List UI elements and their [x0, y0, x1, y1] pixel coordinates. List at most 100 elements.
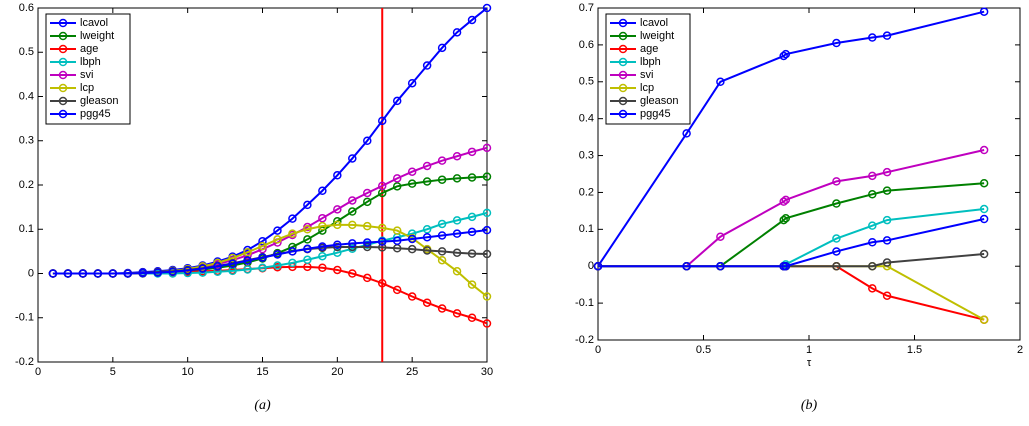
data-point: [273, 226, 282, 235]
data-point: [779, 51, 788, 61]
data-point: [108, 269, 118, 278]
legend-marker: [618, 18, 628, 28]
x-tick-label: 25: [406, 366, 418, 378]
data-point: [318, 251, 327, 261]
data-point: [407, 292, 417, 301]
x-tick-label: 0: [595, 344, 601, 356]
data-point: [781, 49, 791, 59]
data-point: [682, 261, 691, 271]
data-point: [593, 261, 603, 271]
y-tick-label: 0.5: [19, 46, 34, 58]
data-point: [303, 235, 312, 244]
legend-marker: [58, 83, 68, 93]
data-point: [868, 190, 877, 199]
legend-marker: [58, 70, 68, 80]
data-point: [979, 214, 989, 224]
data-point: [882, 291, 892, 300]
y-tick-label: 0.3: [579, 149, 594, 161]
data-point: [213, 262, 222, 271]
legend-marker: [618, 31, 628, 41]
data-point: [318, 213, 327, 223]
x-tick-label: 30: [481, 366, 493, 378]
legend-label: age: [80, 43, 98, 55]
data-point: [868, 171, 877, 181]
data-point: [407, 78, 417, 88]
y-tick-label: 0.1: [579, 223, 594, 235]
x-tick-label: 15: [256, 366, 268, 378]
data-point: [363, 238, 372, 247]
data-point: [482, 292, 492, 301]
caption: (b): [801, 398, 818, 413]
data-point: [333, 240, 342, 249]
data-point: [482, 249, 492, 259]
data-point: [452, 309, 462, 318]
legend-marker: [618, 70, 628, 80]
data-point: [467, 280, 477, 289]
data-point: [93, 269, 103, 278]
data-point: [333, 248, 342, 257]
data-point: [452, 267, 462, 276]
data-point: [318, 186, 327, 196]
data-point: [258, 236, 267, 246]
data-point: [363, 197, 372, 207]
data-point: [333, 171, 342, 180]
data-point: [779, 197, 788, 206]
y-tick-label: 0.3: [19, 135, 34, 147]
legend-marker: [618, 57, 628, 67]
data-point: [318, 221, 327, 231]
legend-label: age: [640, 43, 658, 55]
x-tick-label: 2: [1017, 344, 1023, 356]
data-point: [407, 234, 417, 244]
data-point: [437, 156, 447, 165]
x-tick-label: 1.5: [907, 344, 922, 356]
y-tick-label: 0.2: [19, 179, 34, 191]
data-point: [288, 258, 297, 268]
data-point: [273, 250, 282, 259]
legend: [45, 13, 131, 125]
data-point: [333, 265, 342, 275]
data-point: [392, 226, 402, 235]
data-point: [832, 234, 841, 243]
data-point: [781, 261, 791, 271]
data-point: [288, 229, 297, 238]
data-point: [979, 249, 989, 259]
data-point: [452, 229, 462, 238]
data-point: [779, 215, 788, 225]
data-point: [882, 236, 892, 245]
data-point: [123, 269, 133, 278]
data-point: [716, 77, 725, 87]
data-point: [422, 161, 432, 171]
data-point: [979, 315, 989, 324]
series-line: [598, 149, 985, 268]
y-tick-label: -0.2: [15, 356, 34, 368]
data-point: [437, 255, 447, 265]
data-point: [868, 284, 877, 293]
data-point: [716, 261, 725, 271]
data-point: [422, 298, 432, 307]
data-point: [392, 174, 402, 183]
y-tick-label: 0.1: [19, 223, 34, 235]
data-point: [273, 261, 282, 270]
y-tick-label: 0.4: [19, 90, 34, 102]
data-point: [482, 3, 492, 13]
x-tick-label: 10: [182, 366, 194, 378]
y-tick-label: 0: [588, 260, 594, 272]
data-point: [363, 188, 372, 198]
data-point: [882, 215, 892, 225]
data-point: [377, 243, 387, 252]
y-tick-label: 0.7: [579, 2, 594, 14]
data-point: [377, 223, 387, 233]
legend-label: lbph: [80, 56, 101, 68]
data-point: [437, 219, 447, 229]
data-point: [422, 225, 432, 234]
data-point: [363, 136, 372, 145]
data-point: [882, 167, 892, 177]
data-point: [363, 221, 372, 231]
data-point: [832, 199, 841, 208]
y-tick-label: -0.1: [575, 297, 594, 309]
legend: [605, 13, 691, 125]
y-tick-label: -0.2: [575, 334, 594, 346]
y-tick-label: 0.6: [579, 39, 594, 51]
data-point: [422, 246, 432, 255]
data-point: [467, 15, 477, 25]
